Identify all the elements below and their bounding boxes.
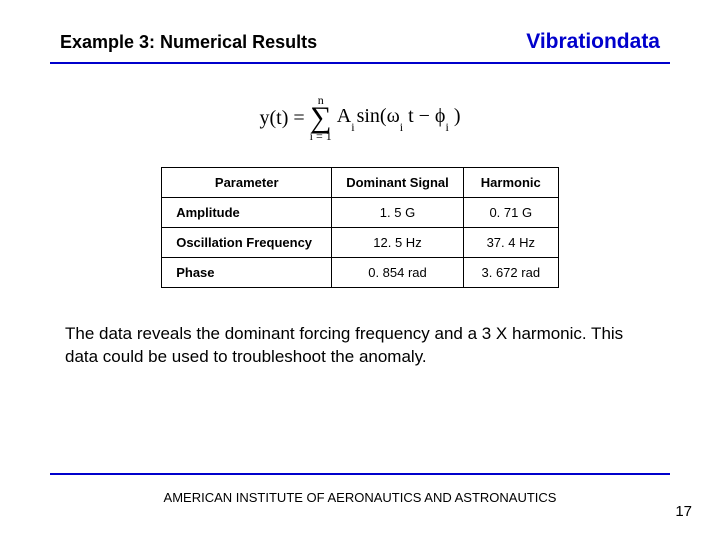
cell-value: 1. 5 G [332,198,464,228]
table-row: Phase 0. 854 rad 3. 672 rad [162,258,559,288]
cell-value: 0. 71 G [463,198,558,228]
brand-logo-text: Vibrationdata [526,30,660,54]
results-table-wrap: Parameter Dominant Signal Harmonic Ampli… [0,167,720,288]
equation: y(t) = n ∑ i = 1 Ai sin(ωi t − ϕi ) [0,94,720,142]
cell-value: 12. 5 Hz [332,228,464,258]
equation-sin: sin(ωi t − ϕi ) [357,105,461,131]
sum-lower-limit: i = 1 [310,130,332,142]
equation-lhs: y(t) = [260,107,305,130]
sigma-icon: ∑ [310,106,331,130]
cell-param: Oscillation Frequency [162,228,332,258]
slide-title: Example 3: Numerical Results [60,32,317,53]
cell-value: 3. 672 rad [463,258,558,288]
cell-value: 37. 4 Hz [463,228,558,258]
summation-symbol: n ∑ i = 1 [310,94,332,142]
slide-header: Example 3: Numerical Results Vibrationda… [0,0,720,62]
table-header-row: Parameter Dominant Signal Harmonic [162,168,559,198]
table-row: Oscillation Frequency 12. 5 Hz 37. 4 Hz [162,228,559,258]
col-header-dominant: Dominant Signal [332,168,464,198]
footer-rule [50,473,670,475]
table-row: Amplitude 1. 5 G 0. 71 G [162,198,559,228]
col-header-parameter: Parameter [162,168,332,198]
header-rule [50,62,670,64]
equation-coef: Ai [337,105,355,131]
cell-value: 0. 854 rad [332,258,464,288]
cell-param: Amplitude [162,198,332,228]
footer-org: AMERICAN INSTITUTE OF AERONAUTICS AND AS… [0,490,720,505]
page-number: 17 [675,503,692,520]
col-header-harmonic: Harmonic [463,168,558,198]
results-table: Parameter Dominant Signal Harmonic Ampli… [161,167,559,288]
cell-param: Phase [162,258,332,288]
body-paragraph: The data reveals the dominant forcing fr… [0,323,720,369]
